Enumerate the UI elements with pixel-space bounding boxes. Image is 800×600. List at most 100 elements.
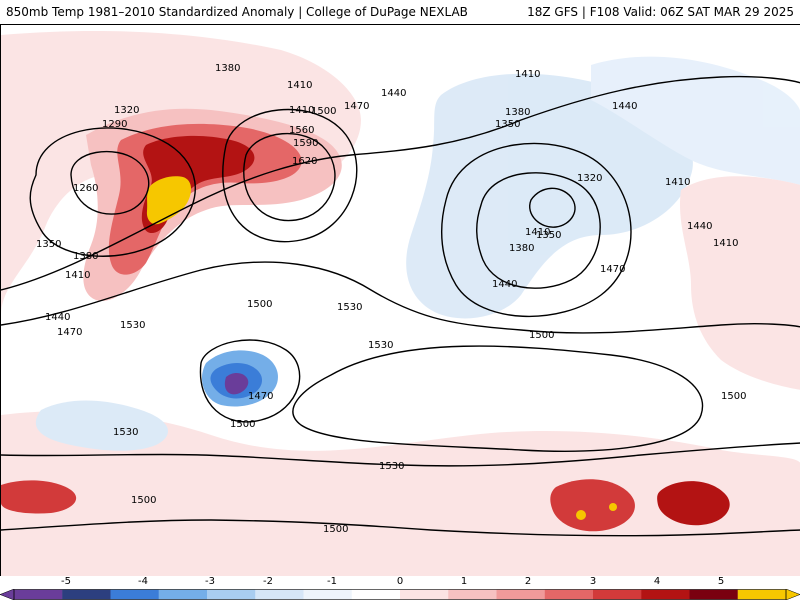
contour-label: 1440 — [687, 221, 712, 232]
warm-patch-left — [1, 480, 77, 514]
contour-label: 1470 — [248, 391, 273, 402]
colorbar-swatch — [689, 589, 738, 600]
contour-subtropical-high — [292, 345, 704, 452]
warm-patch-yellow-2 — [609, 503, 617, 511]
contour-label: 1380 — [73, 251, 98, 262]
colorbar-label: -1 — [327, 576, 337, 587]
contour-wave-1 — [0, 75, 800, 291]
contour-wave-2 — [0, 261, 800, 334]
contour-cold-low — [199, 339, 301, 423]
contour-label: 1440 — [381, 88, 406, 99]
warm-anomaly — [83, 108, 342, 301]
light-blue-shading-southwest — [35, 400, 168, 451]
contour-label: 1500 — [311, 106, 336, 117]
light-blue-shading-upper-right — [591, 56, 800, 185]
contour-label: 1380 — [215, 63, 240, 74]
colorbar-label: -5 — [61, 576, 71, 587]
contour-label: 1470 — [600, 264, 625, 275]
contour-label: 1410 — [65, 270, 90, 281]
contour-label: 1410 — [289, 105, 314, 116]
contour-label: 1350 — [36, 239, 61, 250]
contour-ring-west — [29, 127, 196, 257]
contour-ring-east-low-2 — [476, 172, 601, 289]
contour-label: 1500 — [131, 495, 156, 506]
colorbar-label: 0 — [396, 576, 404, 587]
warm-patch-right-2 — [657, 481, 730, 526]
contour-label: 1410 — [525, 227, 550, 238]
colorbar-swatch — [303, 589, 352, 600]
colorbar-label: 1 — [460, 576, 468, 587]
contour-label: 1290 — [102, 119, 127, 130]
colorbar-swatch — [62, 589, 111, 600]
colorbar-swatch — [593, 589, 642, 600]
contour-label: 1530 — [120, 320, 145, 331]
colorbar-swatch — [641, 589, 690, 600]
colorbar-swatches — [14, 589, 787, 600]
contour-wave-4 — [0, 519, 800, 537]
warm-anomaly-max — [146, 176, 192, 225]
colorbar-label: 4 — [653, 576, 661, 587]
colorbar — [0, 589, 800, 600]
contour-label: 1350 — [536, 230, 561, 241]
colorbar-swatch — [400, 589, 449, 600]
colorbar-labels: -5 -4 -3 -2 -1 0 1 2 3 4 5 — [0, 576, 800, 588]
contour-ring-east-low — [441, 142, 632, 317]
contour-label: 1350 — [495, 119, 520, 130]
colorbar-label: 5 — [717, 576, 725, 587]
height-contours — [0, 75, 800, 537]
cold-anomaly — [201, 350, 278, 407]
contour-label: 1410 — [665, 177, 690, 188]
contour-label: 1410 — [287, 80, 312, 91]
contour-label: 1380 — [505, 107, 530, 118]
contour-label: 1320 — [114, 105, 139, 116]
colorbar-left-cap — [0, 589, 15, 600]
contour-label: 1500 — [247, 299, 272, 310]
contour-ring-ridge — [222, 108, 358, 243]
contour-ring-east-low-3 — [529, 187, 576, 228]
colorbar-label: 3 — [589, 576, 597, 587]
contour-label: 1530 — [379, 461, 404, 472]
contour-label: 1440 — [492, 279, 517, 290]
contour-label: 1500 — [529, 330, 554, 341]
header: 850mb Temp 1981–2010 Standardized Anomal… — [0, 0, 800, 24]
colorbar-swatch — [351, 589, 401, 600]
contour-label: 1470 — [344, 101, 369, 112]
contour-wave-3 — [0, 442, 800, 467]
header-title-right: 18Z GFS | F108 Valid: 06Z SAT MAR 29 202… — [527, 5, 794, 19]
contour-label: 1470 — [57, 327, 82, 338]
contour-label: 1500 — [323, 524, 348, 535]
map-panel: 1380 1410 1320 1290 1260 1350 1380 1410 … — [0, 24, 800, 577]
colorbar-swatch — [496, 589, 545, 600]
colorbar-legend: -5 -4 -3 -2 -1 0 1 2 3 4 5 — [0, 576, 800, 600]
colorbar-swatch — [255, 589, 304, 600]
contour-label: 1590 — [293, 138, 318, 149]
contour-label: 1410 — [713, 238, 738, 249]
contour-label: 1530 — [113, 427, 138, 438]
header-title-left: 850mb Temp 1981–2010 Standardized Anomal… — [6, 5, 468, 19]
colorbar-label: 2 — [524, 576, 532, 587]
contour-label: 1320 — [577, 173, 602, 184]
warm-patch-yellow-1 — [576, 510, 586, 520]
contour-label: 1410 — [515, 69, 540, 80]
colorbar-swatch — [14, 589, 63, 600]
contour-ring-ridge-2 — [243, 132, 336, 222]
contour-label: 1440 — [612, 101, 637, 112]
tropical-warm-patches — [1, 479, 730, 532]
contour-label: 1500 — [721, 391, 746, 402]
contour-labels: 1380 1410 1320 1290 1260 1350 1380 1410 … — [36, 63, 746, 535]
colorbar-swatch — [737, 589, 787, 600]
light-red-shading-east — [680, 176, 800, 390]
contour-label: 1260 — [73, 183, 98, 194]
colorbar-swatch — [448, 589, 497, 600]
cold-anomaly-core — [224, 372, 249, 395]
colorbar-swatch — [110, 589, 159, 600]
contour-label: 1500 — [230, 419, 255, 430]
map-svg: 1380 1410 1320 1290 1260 1350 1380 1410 … — [0, 25, 800, 577]
colorbar-swatch — [207, 589, 256, 600]
contour-label: 1530 — [337, 302, 362, 313]
contour-label: 1560 — [289, 125, 314, 136]
colorbar-label: -3 — [205, 576, 215, 587]
colorbar-right-cap — [785, 589, 800, 600]
warm-patch-right-1 — [550, 479, 635, 532]
